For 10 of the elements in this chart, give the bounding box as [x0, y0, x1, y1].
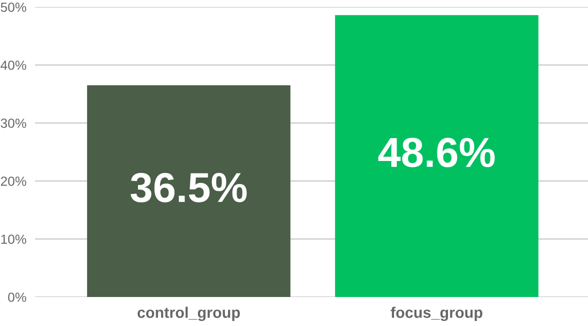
data-label: 48.6%	[378, 138, 495, 168]
x-tick-label: control_group	[138, 306, 240, 322]
y-tick-label: 0%	[8, 292, 26, 302]
y-tick-label: 40%	[0, 60, 26, 70]
y-tick-label: 50%	[0, 2, 26, 12]
data-label: 36.5%	[130, 172, 247, 202]
y-tick-label: 20%	[0, 176, 26, 186]
x-tick-label: focus_group	[390, 306, 482, 322]
y-tick-label: 10%	[1, 234, 26, 244]
y-tick-label: 30%	[0, 118, 26, 128]
